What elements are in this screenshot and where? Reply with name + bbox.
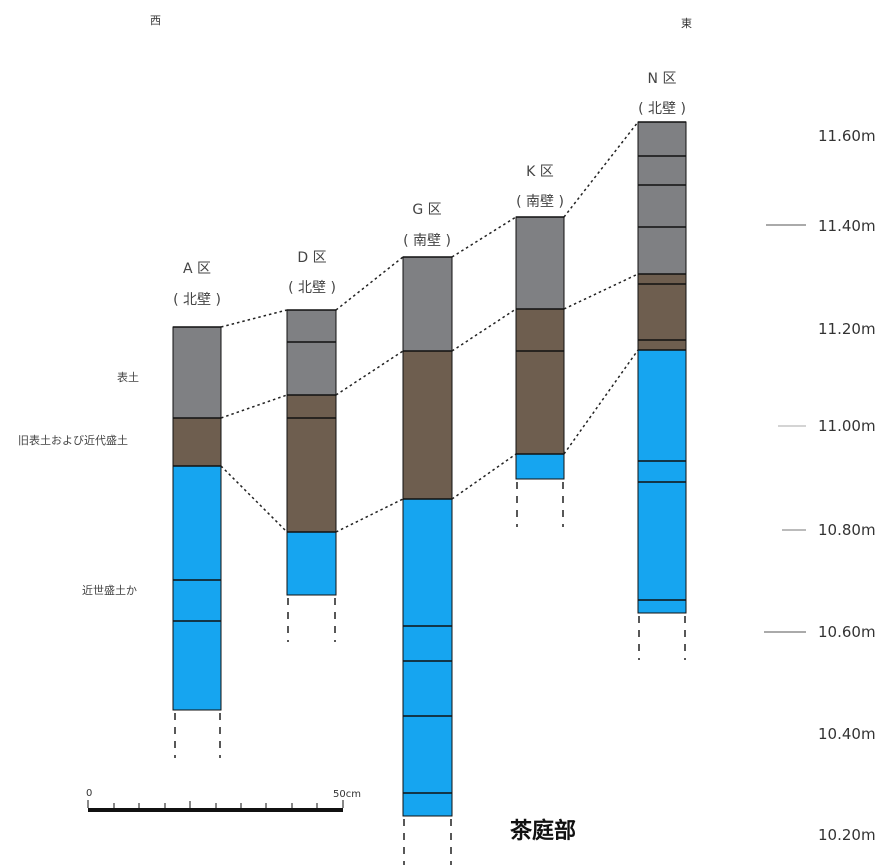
column-d-topsoil: [287, 310, 336, 395]
column-g-wall: ( 南壁 ): [403, 233, 451, 249]
west-label: 西: [150, 14, 161, 27]
elevation-1080: 10.80m: [818, 521, 876, 539]
diagram-title: 茶庭部: [510, 818, 576, 844]
elevation-scale: 11.60m 11.40m 11.20m 11.00m 10.80m 10.60…: [764, 127, 876, 844]
elevation-1060: 10.60m: [818, 623, 876, 641]
layer-label-topsoil: 表土: [117, 370, 139, 384]
column-a: A 区 ( 北壁 ): [172, 261, 222, 758]
column-n-topsoil: [638, 122, 686, 274]
scale-end-label: 50cm: [333, 789, 361, 800]
column-k-topsoil: [516, 217, 564, 309]
column-a-name: A 区: [183, 261, 211, 277]
elevation-1020: 10.20m: [818, 826, 876, 844]
elevation-1040: 10.40m: [818, 725, 876, 743]
column-k-wall: ( 南壁 ): [516, 194, 564, 210]
column-k-old-topsoil: [516, 309, 564, 454]
column-g-name: G 区: [412, 202, 441, 218]
elevation-1120: 11.20m: [818, 320, 876, 338]
column-g-fill: [403, 499, 452, 816]
elevation-1100: 11.00m: [818, 417, 876, 435]
column-g-topsoil: [403, 257, 452, 351]
column-g: G 区 ( 南壁 ): [402, 202, 453, 865]
column-d-fill: [287, 532, 336, 595]
column-d: D 区 ( 北壁 ): [286, 250, 337, 642]
column-a-topsoil: [173, 327, 221, 418]
column-g-old-topsoil: [403, 351, 452, 499]
column-n: N 区 ( 北壁 ): [637, 71, 687, 660]
elevation-1160: 11.60m: [818, 127, 876, 145]
column-n-name: N 区: [648, 71, 677, 87]
east-label: 東: [681, 17, 692, 30]
column-d-old-topsoil: [287, 395, 336, 532]
column-k-name: K 区: [526, 164, 554, 180]
column-n-wall: ( 北壁 ): [638, 101, 686, 117]
correlation-lines: [220, 121, 639, 533]
column-a-wall: ( 北壁 ): [173, 292, 221, 308]
bar-scale: 0 50cm: [86, 788, 361, 812]
layer-label-early-modern-fill: 近世盛土か: [82, 583, 137, 597]
layer-label-old-topsoil: 旧表土および近代盛土: [18, 433, 128, 447]
column-k-fill: [516, 454, 564, 479]
scale-bar: [88, 808, 343, 812]
column-d-name: D 区: [297, 250, 326, 266]
elevation-1140: 11.40m: [818, 217, 876, 235]
column-n-old-topsoil: [638, 274, 686, 350]
column-a-fill: [173, 466, 221, 710]
scale-start-label: 0: [86, 788, 92, 799]
column-a-old-topsoil: [173, 418, 221, 466]
column-d-wall: ( 北壁 ): [288, 280, 336, 296]
column-k: K 区 ( 南壁 ): [515, 164, 565, 527]
